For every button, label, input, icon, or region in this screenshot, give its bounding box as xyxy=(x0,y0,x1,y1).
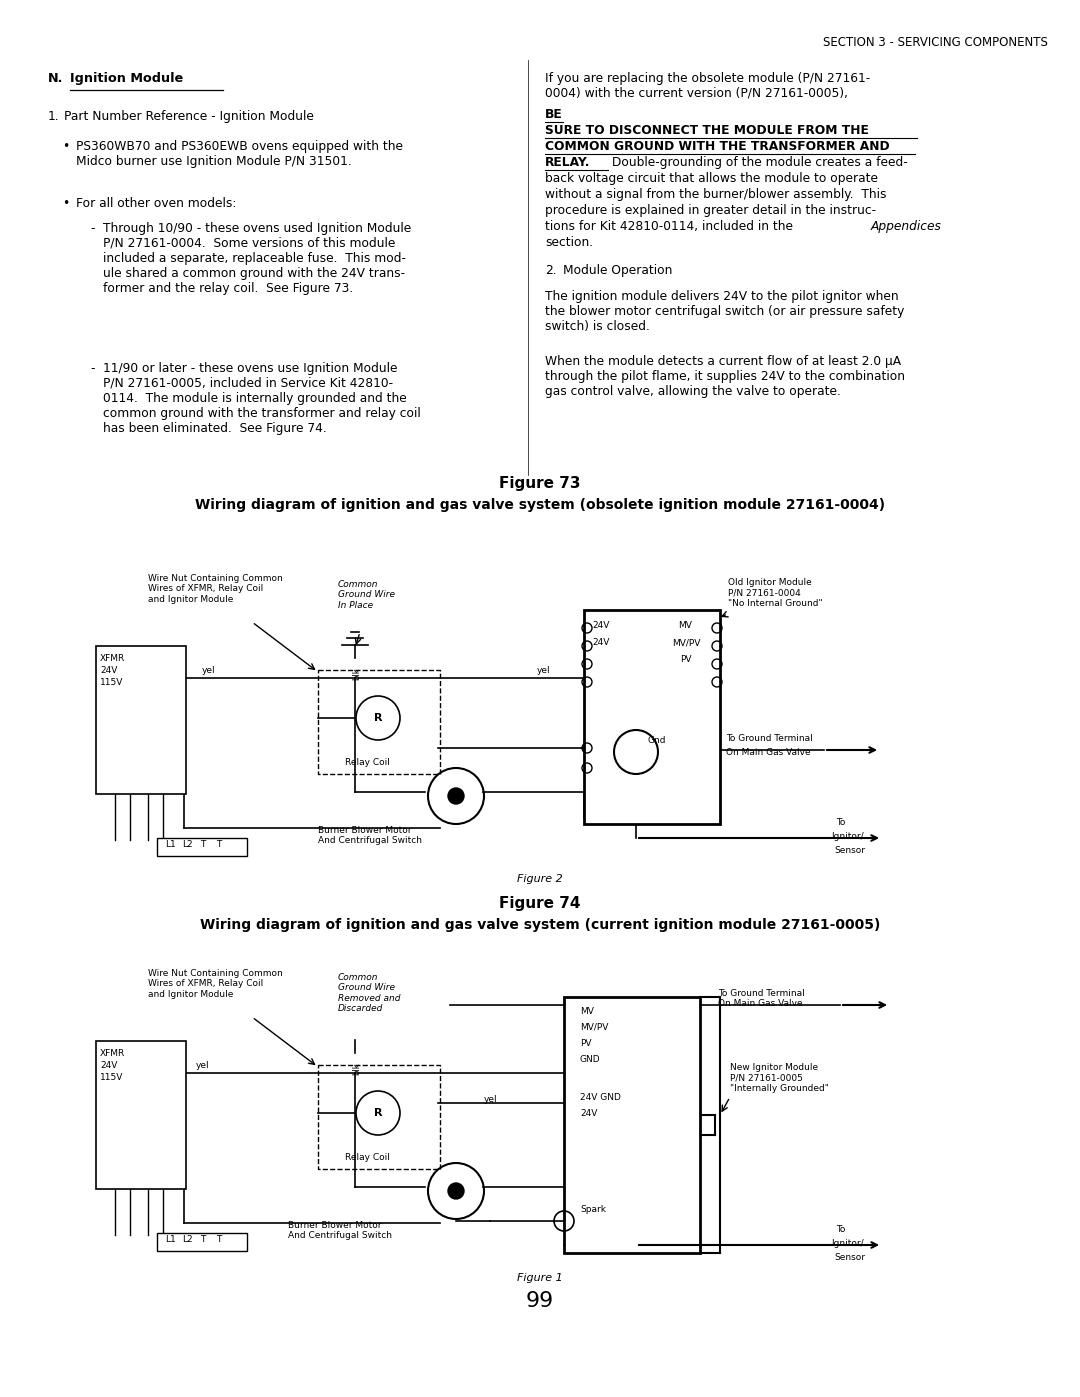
Text: On Main Gas Valve: On Main Gas Valve xyxy=(726,747,811,757)
Text: Relay Coil: Relay Coil xyxy=(345,759,390,767)
Text: Wire Nut Containing Common
Wires of XFMR, Relay Coil
and Ignitor Module: Wire Nut Containing Common Wires of XFMR… xyxy=(148,574,283,604)
Text: procedure is explained in greater detail in the instruc-: procedure is explained in greater detail… xyxy=(545,204,876,217)
Text: MV/PV: MV/PV xyxy=(672,638,700,647)
Text: Figure 74: Figure 74 xyxy=(499,895,581,911)
Circle shape xyxy=(448,788,464,805)
Text: Through 10/90 - these ovens used Ignition Module
P/N 27161-0004.  Some versions : Through 10/90 - these ovens used Ignitio… xyxy=(103,222,411,295)
Text: SURE TO DISCONNECT THE MODULE FROM THE: SURE TO DISCONNECT THE MODULE FROM THE xyxy=(545,124,869,137)
Text: PS360WB70 and PS360EWB ovens equipped with the
Midco burner use Ignition Module : PS360WB70 and PS360EWB ovens equipped wi… xyxy=(76,140,403,168)
Text: section.: section. xyxy=(545,236,593,249)
Text: •: • xyxy=(62,140,69,154)
Text: yel: yel xyxy=(202,666,216,675)
Text: PV: PV xyxy=(580,1039,592,1048)
Text: L1: L1 xyxy=(165,1235,176,1243)
Text: Burner Blower Motor
And Centrifugal Switch: Burner Blower Motor And Centrifugal Swit… xyxy=(288,1221,392,1241)
Text: back voltage circuit that allows the module to operate: back voltage circuit that allows the mod… xyxy=(545,172,878,184)
Text: R: R xyxy=(374,712,382,724)
Text: MV: MV xyxy=(580,1007,594,1016)
Circle shape xyxy=(448,1183,464,1199)
Text: To: To xyxy=(836,819,846,827)
Text: 115V: 115V xyxy=(100,1073,123,1083)
Text: 24V: 24V xyxy=(580,1109,597,1118)
Text: 115V: 115V xyxy=(100,678,123,687)
Text: Common
Ground Wire
In Place: Common Ground Wire In Place xyxy=(338,580,395,610)
Text: Figure 2: Figure 2 xyxy=(517,875,563,884)
Text: tions for Kit 42810-0114, included in the: tions for Kit 42810-0114, included in th… xyxy=(545,219,797,233)
Text: 2.: 2. xyxy=(545,264,556,277)
Text: For all other oven models:: For all other oven models: xyxy=(76,197,237,210)
Text: GND: GND xyxy=(580,1055,600,1065)
Text: Burner Blower Motor
And Centrifugal Switch: Burner Blower Motor And Centrifugal Swit… xyxy=(318,826,422,845)
Text: blk: blk xyxy=(352,1062,361,1076)
Text: N.: N. xyxy=(48,73,64,85)
Text: Wiring diagram of ignition and gas valve system (current ignition module 27161-0: Wiring diagram of ignition and gas valve… xyxy=(200,918,880,932)
Text: 24V GND: 24V GND xyxy=(580,1092,621,1102)
Text: BE: BE xyxy=(545,108,563,122)
Text: T: T xyxy=(216,1235,221,1243)
Text: XFMR: XFMR xyxy=(100,654,125,664)
Text: To Ground Terminal
On Main Gas Valve: To Ground Terminal On Main Gas Valve xyxy=(718,989,805,1009)
Text: Ignitor/: Ignitor/ xyxy=(831,833,864,841)
Text: -: - xyxy=(90,222,95,235)
Text: Appendices: Appendices xyxy=(870,219,942,233)
Text: COMMON GROUND WITH THE TRANSFORMER AND: COMMON GROUND WITH THE TRANSFORMER AND xyxy=(545,140,890,154)
Text: L1: L1 xyxy=(165,840,176,849)
Text: New Ignitor Module
P/N 27161-0005
"Internally Grounded": New Ignitor Module P/N 27161-0005 "Inter… xyxy=(730,1063,828,1092)
Polygon shape xyxy=(96,1041,186,1189)
Polygon shape xyxy=(157,1234,247,1250)
Text: 11/90 or later - these ovens use Ignition Module
P/N 27161-0005, included in Ser: 11/90 or later - these ovens use Ignitio… xyxy=(103,362,421,434)
Text: PV: PV xyxy=(680,655,691,664)
Text: Old Ignitor Module
P/N 27161-0004
"No Internal Ground": Old Ignitor Module P/N 27161-0004 "No In… xyxy=(728,578,823,608)
Text: T: T xyxy=(200,1235,205,1243)
Text: XFMR: XFMR xyxy=(100,1049,125,1058)
Text: Wire Nut Containing Common
Wires of XFMR, Relay Coil
and Ignitor Module: Wire Nut Containing Common Wires of XFMR… xyxy=(148,970,283,999)
Text: T: T xyxy=(216,840,221,849)
Text: Relay Coil: Relay Coil xyxy=(345,1153,390,1162)
Text: Sensor: Sensor xyxy=(834,1253,865,1261)
Text: When the module detects a current flow of at least 2.0 μA
through the pilot flam: When the module detects a current flow o… xyxy=(545,355,905,398)
Polygon shape xyxy=(564,997,700,1253)
Text: Ignition Module: Ignition Module xyxy=(70,73,184,85)
Text: Part Number Reference - Ignition Module: Part Number Reference - Ignition Module xyxy=(64,110,314,123)
Text: Spark: Spark xyxy=(580,1206,606,1214)
Text: SECTION 3 - SERVICING COMPONENTS: SECTION 3 - SERVICING COMPONENTS xyxy=(823,36,1048,49)
Text: 24V: 24V xyxy=(100,666,118,675)
Text: 24V: 24V xyxy=(100,1060,118,1070)
Text: Wiring diagram of ignition and gas valve system (obsolete ignition module 27161-: Wiring diagram of ignition and gas valve… xyxy=(194,497,886,511)
Text: Double-grounding of the module creates a feed-: Double-grounding of the module creates a… xyxy=(608,156,908,169)
Text: Common
Ground Wire
Removed and
Discarded: Common Ground Wire Removed and Discarded xyxy=(338,972,401,1013)
Text: •: • xyxy=(62,197,69,210)
Text: blk: blk xyxy=(352,668,361,680)
Text: If you are replacing the obsolete module (P/N 27161-
0004) with the current vers: If you are replacing the obsolete module… xyxy=(545,73,870,101)
Polygon shape xyxy=(584,610,720,824)
Text: L2: L2 xyxy=(183,840,192,849)
Text: MV/PV: MV/PV xyxy=(580,1023,608,1032)
Text: Sensor: Sensor xyxy=(834,847,865,855)
Polygon shape xyxy=(96,645,186,793)
Text: yel: yel xyxy=(537,666,551,675)
Text: RELAY.: RELAY. xyxy=(545,156,591,169)
Text: 99: 99 xyxy=(526,1291,554,1310)
Text: To Ground Terminal: To Ground Terminal xyxy=(726,733,813,743)
Text: without a signal from the burner/blower assembly.  This: without a signal from the burner/blower … xyxy=(545,189,887,201)
Polygon shape xyxy=(157,838,247,856)
Text: MV: MV xyxy=(678,622,692,630)
Text: L2: L2 xyxy=(183,1235,192,1243)
Text: Figure 73: Figure 73 xyxy=(499,476,581,490)
Text: 1.: 1. xyxy=(48,110,59,123)
Text: yel: yel xyxy=(195,1060,210,1070)
Text: To: To xyxy=(836,1225,846,1234)
Text: Gnd: Gnd xyxy=(648,736,666,745)
Text: Ignitor/: Ignitor/ xyxy=(831,1239,864,1248)
Text: R: R xyxy=(374,1108,382,1118)
Text: 24V: 24V xyxy=(592,622,609,630)
Text: yel: yel xyxy=(484,1095,498,1104)
Text: The ignition module delivers 24V to the pilot ignitor when
the blower motor cent: The ignition module delivers 24V to the … xyxy=(545,291,904,332)
Text: Figure 1: Figure 1 xyxy=(517,1273,563,1282)
Text: Module Operation: Module Operation xyxy=(563,264,673,277)
Text: T: T xyxy=(200,840,205,849)
Text: 24V: 24V xyxy=(592,638,609,647)
Text: -: - xyxy=(90,362,95,374)
